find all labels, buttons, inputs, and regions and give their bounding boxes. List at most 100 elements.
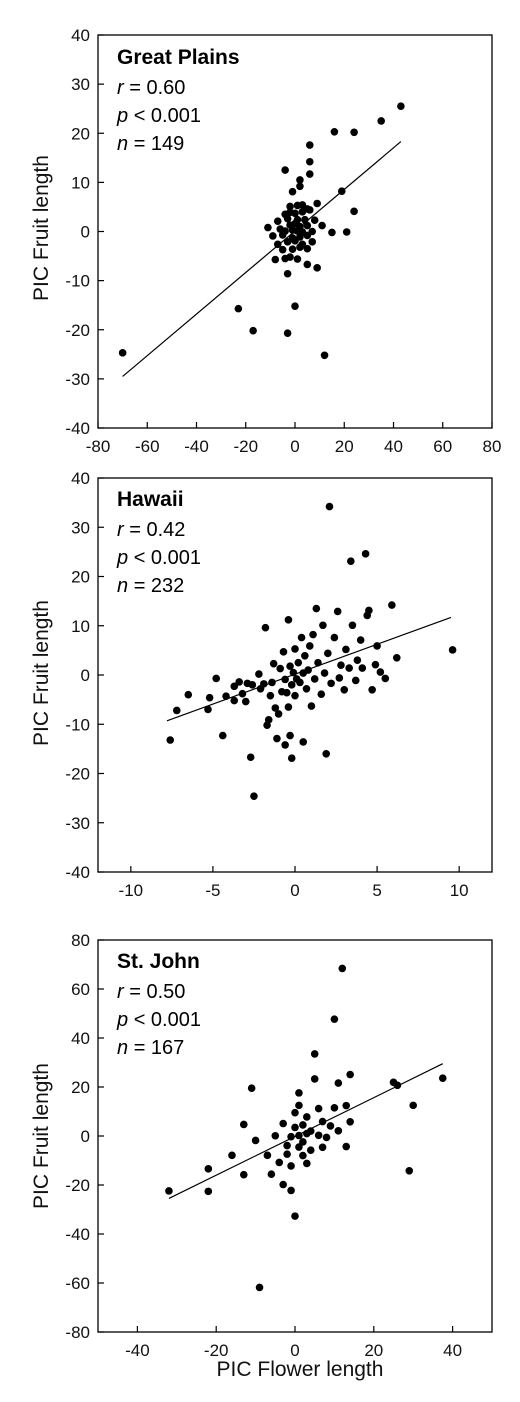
data-point [347, 557, 355, 566]
data-point [251, 1136, 260, 1145]
data-point [337, 661, 345, 669]
data-point [222, 692, 230, 700]
data-point [296, 678, 304, 687]
x-tick-label: -60 [135, 437, 160, 456]
data-point [330, 127, 339, 136]
data-point [255, 1283, 264, 1292]
y-tick-label: 40 [71, 1029, 90, 1048]
data-point [310, 675, 319, 683]
x-axis-label: PIC Flower length [217, 1358, 384, 1381]
data-point [342, 645, 350, 654]
data-point [239, 1170, 248, 1179]
x-tick-label: 0 [290, 1341, 299, 1360]
data-point [281, 675, 289, 684]
data-point [286, 731, 294, 740]
stat-n: n = 149 [117, 133, 184, 155]
data-point [288, 187, 297, 196]
data-point [322, 1133, 331, 1142]
data-point [284, 616, 293, 624]
data-point [165, 1187, 173, 1195]
data-point [287, 754, 296, 763]
x-tick-label: 10 [450, 881, 469, 900]
data-point [281, 741, 289, 749]
data-point [314, 658, 322, 667]
data-point [249, 326, 257, 335]
y-tick-label: 0 [81, 666, 90, 685]
data-point [350, 128, 358, 137]
data-point [283, 329, 292, 337]
data-point [267, 1170, 276, 1179]
data-point [373, 642, 381, 650]
data-point [273, 240, 282, 249]
data-point [184, 690, 193, 699]
data-point [318, 1143, 327, 1152]
y-tick-label: -20 [65, 1176, 90, 1195]
data-point [309, 630, 317, 639]
data-point [291, 1123, 299, 1132]
data-point [365, 606, 373, 615]
y-axis-label: PIC Fruit length [30, 600, 53, 746]
data-point [238, 689, 247, 698]
x-tick-label: 40 [443, 1341, 462, 1360]
y-tick-label: -20 [65, 765, 90, 784]
y-tick-label: 10 [71, 617, 90, 636]
data-point [283, 1150, 291, 1158]
y-tick-label: 20 [71, 568, 90, 587]
y-tick-label: 60 [71, 980, 90, 999]
data-point [275, 1158, 284, 1167]
data-point [281, 166, 289, 174]
data-point [296, 176, 304, 184]
data-point [288, 245, 297, 253]
data-point [291, 1108, 299, 1117]
data-point [303, 221, 312, 230]
y-tick-label: 30 [71, 75, 90, 94]
data-point [438, 1074, 447, 1082]
data-point [286, 662, 294, 670]
y-tick-label: -40 [65, 863, 90, 882]
data-point [381, 674, 390, 683]
data-point [310, 1075, 319, 1083]
data-point [166, 736, 175, 744]
data-point [204, 1165, 213, 1173]
data-point [295, 1131, 303, 1140]
data-point [230, 682, 239, 691]
data-point [397, 102, 405, 111]
data-point [335, 674, 344, 682]
data-point [247, 1084, 256, 1093]
data-point [348, 621, 357, 630]
data-point [287, 1162, 295, 1170]
data-point [325, 502, 334, 511]
data-point [353, 656, 362, 665]
data-point [318, 1117, 327, 1126]
y-tick-label: -30 [65, 814, 90, 833]
data-point [291, 691, 299, 700]
x-tick-label: 60 [433, 437, 452, 456]
x-tick-label: -20 [204, 1341, 229, 1360]
data-point [241, 697, 250, 706]
data-point [271, 255, 280, 264]
x-tick-label: -20 [233, 437, 258, 456]
data-point [278, 231, 287, 239]
data-point [346, 1070, 354, 1079]
data-point [230, 696, 239, 705]
data-point [276, 664, 285, 673]
data-point [340, 685, 349, 694]
data-point [346, 1117, 354, 1126]
data-point [299, 1151, 307, 1160]
y-tick-label: -10 [65, 715, 90, 734]
data-point [239, 1120, 248, 1129]
stat-p: p < 0.001 [116, 105, 201, 127]
data-point [283, 269, 292, 278]
data-point [303, 1159, 311, 1168]
data-point [299, 738, 308, 746]
data-point [298, 208, 307, 216]
x-tick-label: 0 [290, 881, 299, 900]
panel-great-plains: PIC Fruit length -40 -30 -20 -10 0 10 20 30 40 -8… [30, 26, 501, 456]
data-point [310, 216, 319, 225]
data-point [392, 653, 401, 662]
data-point [295, 1101, 303, 1110]
data-point [273, 217, 282, 225]
x-tick-label: -5 [205, 881, 220, 900]
data-point [326, 1122, 335, 1130]
